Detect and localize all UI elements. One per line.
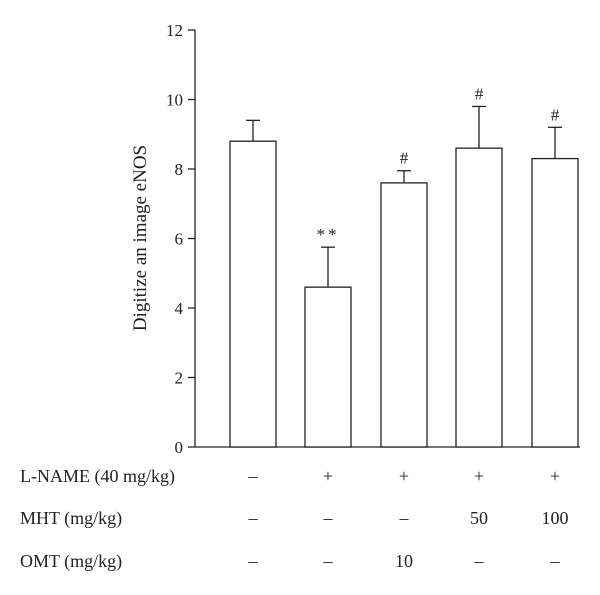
treatment-cell: – — [399, 508, 410, 528]
treatment-cell: – — [323, 508, 334, 528]
treatment-cell: + — [399, 466, 409, 486]
bars: ** # # # — [229, 84, 579, 448]
y-tick-label: 4 — [175, 299, 184, 318]
significance-marker: # — [475, 84, 484, 103]
treatment-cell: 100 — [542, 508, 569, 528]
treatment-cell: + — [550, 466, 560, 486]
treatment-cell: 10 — [395, 551, 413, 571]
y-axis: 0 2 4 6 8 10 12 — [166, 21, 580, 457]
treatment-cell: + — [323, 466, 333, 486]
y-tick-label: 8 — [175, 160, 184, 179]
y-tick-label: 10 — [166, 91, 183, 110]
treatment-cell: – — [323, 551, 334, 571]
treatment-table: L-NAME (40 mg/kg) – + + + + MHT (mg/kg) – – – 50 10… — [20, 466, 569, 572]
bar — [380, 182, 428, 448]
significance-marker: # — [551, 105, 560, 124]
y-tick-label: 0 — [175, 438, 184, 457]
treatment-cell: – — [550, 551, 561, 571]
treatment-cell: + — [474, 466, 484, 486]
y-tick-label: 6 — [175, 230, 184, 249]
treatment-row-label: L-NAME (40 mg/kg) — [20, 466, 175, 487]
treatment-row-label: OMT (mg/kg) — [20, 551, 122, 572]
treatment-row-label: MHT (mg/kg) — [20, 508, 122, 529]
treatment-cell: – — [248, 551, 259, 571]
significance-marker: # — [400, 149, 409, 168]
bar — [304, 286, 352, 448]
bar — [531, 157, 579, 448]
treatment-cell: – — [248, 466, 259, 486]
y-axis-label: Digitize an image eNOS — [130, 145, 151, 331]
y-tick-label: 12 — [166, 21, 183, 40]
bar — [229, 140, 277, 448]
y-tick-label: 2 — [175, 369, 184, 388]
treatment-cell: – — [248, 508, 259, 528]
bar — [455, 147, 503, 448]
treatment-cell: – — [474, 551, 485, 571]
significance-marker: ** — [317, 225, 340, 244]
treatment-cell: 50 — [470, 508, 488, 528]
